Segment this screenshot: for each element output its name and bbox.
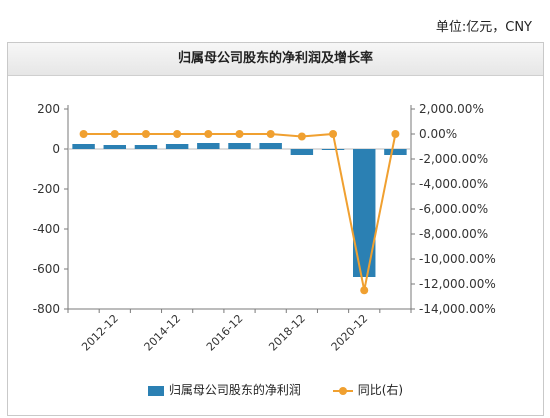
- y-right-tick-label: -2,000.00%: [419, 152, 488, 166]
- y-left-tick-label: -200: [33, 182, 60, 196]
- chart-legend: 归属母公司股东的净利润 同比(右): [8, 381, 543, 398]
- y-right-tick-label: 2,000.00%: [419, 102, 484, 116]
- y-right-tick-label: -4,000.00%: [419, 177, 488, 191]
- chart-plot: 200 0 -200 -400 -600 -800 2,000.00% 0.00% -2,000…: [33, 102, 496, 354]
- yoy-line: [83, 132, 397, 291]
- y-right-tick-label: -14,000.00%: [419, 302, 496, 316]
- legend-label-net-profit: 归属母公司股东的净利润: [168, 383, 301, 397]
- x-tick-label: 2020-12: [329, 312, 371, 354]
- bar: [384, 149, 407, 155]
- bar: [353, 149, 376, 277]
- y-right-tick-label: -8,000.00%: [419, 227, 488, 241]
- yoy-point: [391, 130, 400, 138]
- x-tick-label: 2014-12: [142, 312, 184, 354]
- yoy-point: [173, 130, 182, 138]
- yoy-point: [79, 130, 88, 138]
- legend-item-yoy[interactable]: 同比(右): [332, 381, 404, 398]
- x-tick-label: 2016-12: [204, 312, 246, 354]
- bar: [197, 143, 220, 149]
- y-right-tick-label: -12,000.00%: [419, 277, 496, 291]
- y-right-tick-label: 0.00%: [419, 127, 457, 141]
- y-left-tick-label: -400: [33, 222, 60, 236]
- yoy-point: [141, 130, 150, 138]
- y-left-tick-label: -800: [33, 302, 60, 316]
- y-left-tick-label: -600: [33, 262, 60, 276]
- yoy-point: [235, 130, 244, 138]
- legend-swatch-bar: [147, 385, 164, 396]
- bar: [72, 144, 95, 149]
- yoy-point: [266, 130, 275, 138]
- yoy-point: [329, 130, 338, 138]
- unit-label: 单位:亿元，CNY: [435, 20, 532, 35]
- bar: [228, 143, 251, 149]
- bar: [103, 145, 126, 149]
- yoy-point: [360, 286, 369, 295]
- bar: [321, 149, 345, 150]
- yoy-point: [297, 132, 306, 141]
- y-right-tick-label: -6,000.00%: [419, 202, 488, 216]
- bar: [290, 149, 314, 155]
- legend-item-net-profit[interactable]: 归属母公司股东的净利润: [147, 381, 301, 398]
- x-tick-label: 2012-12: [79, 312, 121, 354]
- legend-label-yoy: 同比(右): [357, 383, 404, 397]
- yoy-point: [110, 130, 119, 138]
- y-left-tick-label: 0: [52, 142, 60, 156]
- x-tick-label: 2018-12: [266, 312, 308, 354]
- chart-title: 归属母公司股东的净利润及增长率: [8, 43, 543, 76]
- yoy-point: [204, 130, 213, 138]
- bar: [134, 145, 158, 149]
- y-left-tick-label: 200: [37, 102, 60, 116]
- bar: [259, 143, 282, 149]
- legend-swatch-line: [332, 386, 353, 396]
- bar: [165, 144, 189, 149]
- y-right-tick-label: -10,000.00%: [419, 252, 496, 266]
- chart-panel: 归属母公司股东的净利润及增长率 200 0 -200 -400 -600 -800 2,00…: [7, 42, 544, 416]
